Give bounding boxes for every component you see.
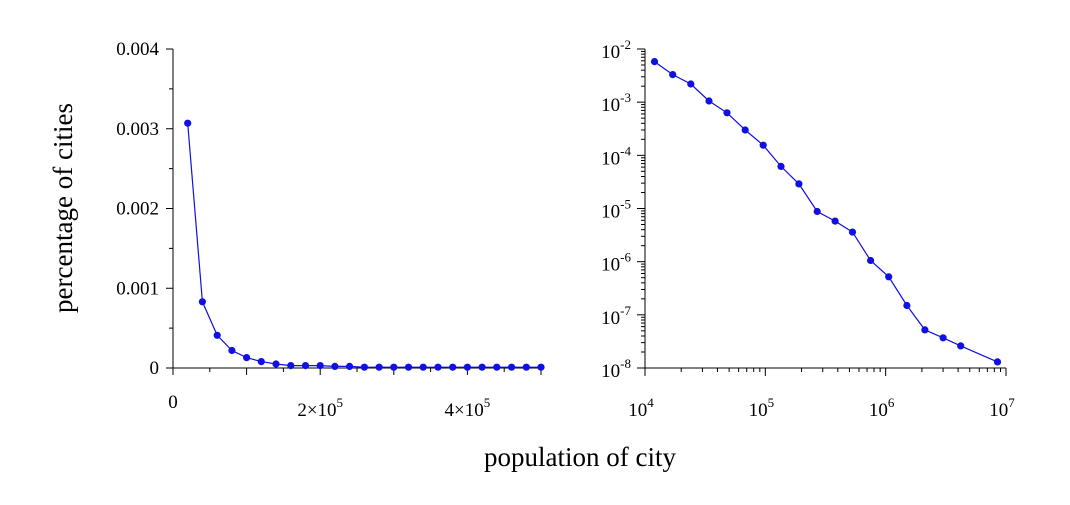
- data-point: [669, 71, 677, 79]
- y-tick-label: 10-4: [601, 143, 631, 169]
- data-point: [867, 256, 875, 265]
- y-tick-label: 10-2: [601, 37, 631, 63]
- data-point: [795, 180, 803, 188]
- y-tick-label: 0.004: [116, 39, 159, 60]
- data-point: [848, 228, 857, 236]
- x-axis-title: population of city: [484, 442, 676, 472]
- data-point: [705, 97, 713, 105]
- x-tick-label: 107: [989, 395, 1015, 421]
- data-point: [463, 363, 471, 371]
- x-tick-label: 0: [168, 392, 178, 413]
- data-point: [213, 331, 221, 339]
- data-point: [360, 363, 368, 371]
- data-point: [228, 346, 236, 355]
- data-point: [777, 162, 785, 170]
- data-point: [346, 362, 354, 370]
- data-point: [243, 354, 251, 362]
- data-point: [404, 363, 413, 371]
- data-point: [885, 273, 893, 281]
- data-point: [287, 362, 295, 370]
- y-tick-label: 10-8: [601, 356, 631, 382]
- y-axis-title: percentage of cities: [48, 103, 78, 313]
- data-point: [198, 298, 206, 306]
- x-tick-label: 4×105: [445, 395, 491, 421]
- data-point: [921, 326, 929, 334]
- y-tick-label: 0.001: [116, 278, 159, 299]
- data-point: [723, 109, 731, 117]
- data-point: [316, 362, 324, 370]
- x-tick-label: 105: [749, 395, 775, 421]
- data-point: [419, 363, 427, 371]
- data-point: [257, 358, 265, 366]
- data-point: [687, 80, 695, 88]
- x-tick-label: 106: [869, 395, 895, 421]
- y-tick-label: 0.003: [116, 119, 159, 140]
- data-point: [522, 363, 530, 371]
- data-point: [741, 126, 749, 134]
- data-point: [434, 363, 442, 371]
- data-point: [184, 119, 192, 127]
- y-tick-label: 0: [150, 358, 160, 379]
- data-point: [478, 363, 486, 371]
- x-tick-label: 104: [628, 395, 654, 421]
- y-tick-label: 10-7: [601, 303, 631, 329]
- log-log-panel: 10-8 10-7 10-6 10-5 10-4 10-3 10-2 104 105 106 107: [601, 37, 1015, 421]
- y-tick-label: 10-5: [601, 197, 631, 223]
- data-point: [331, 362, 339, 370]
- data-point: [993, 358, 1002, 366]
- data-point: [957, 342, 965, 350]
- data-point: [903, 301, 911, 310]
- data-point: [375, 363, 383, 371]
- data-point: [537, 363, 545, 371]
- series-line: [187, 123, 541, 368]
- data-point: [390, 363, 398, 371]
- data-point: [813, 207, 821, 216]
- data-point: [508, 363, 516, 371]
- data-point: [650, 58, 659, 66]
- data-point: [939, 334, 947, 342]
- linear-panel: 0 0.001 0.002 0.003 0.004 0 2×105 4×105: [116, 39, 545, 421]
- series-line: [654, 61, 998, 363]
- y-tick-label: 10-3: [601, 90, 631, 116]
- x-tick-label: 2×105: [297, 395, 343, 421]
- data-point: [831, 217, 839, 225]
- data-point: [493, 363, 501, 371]
- y-tick-label: 0.002: [116, 199, 159, 220]
- data-point: [759, 141, 767, 149]
- data-point: [272, 360, 280, 368]
- y-tick-label: 10-6: [601, 250, 631, 276]
- data-point: [449, 363, 457, 371]
- data-point: [301, 362, 310, 370]
